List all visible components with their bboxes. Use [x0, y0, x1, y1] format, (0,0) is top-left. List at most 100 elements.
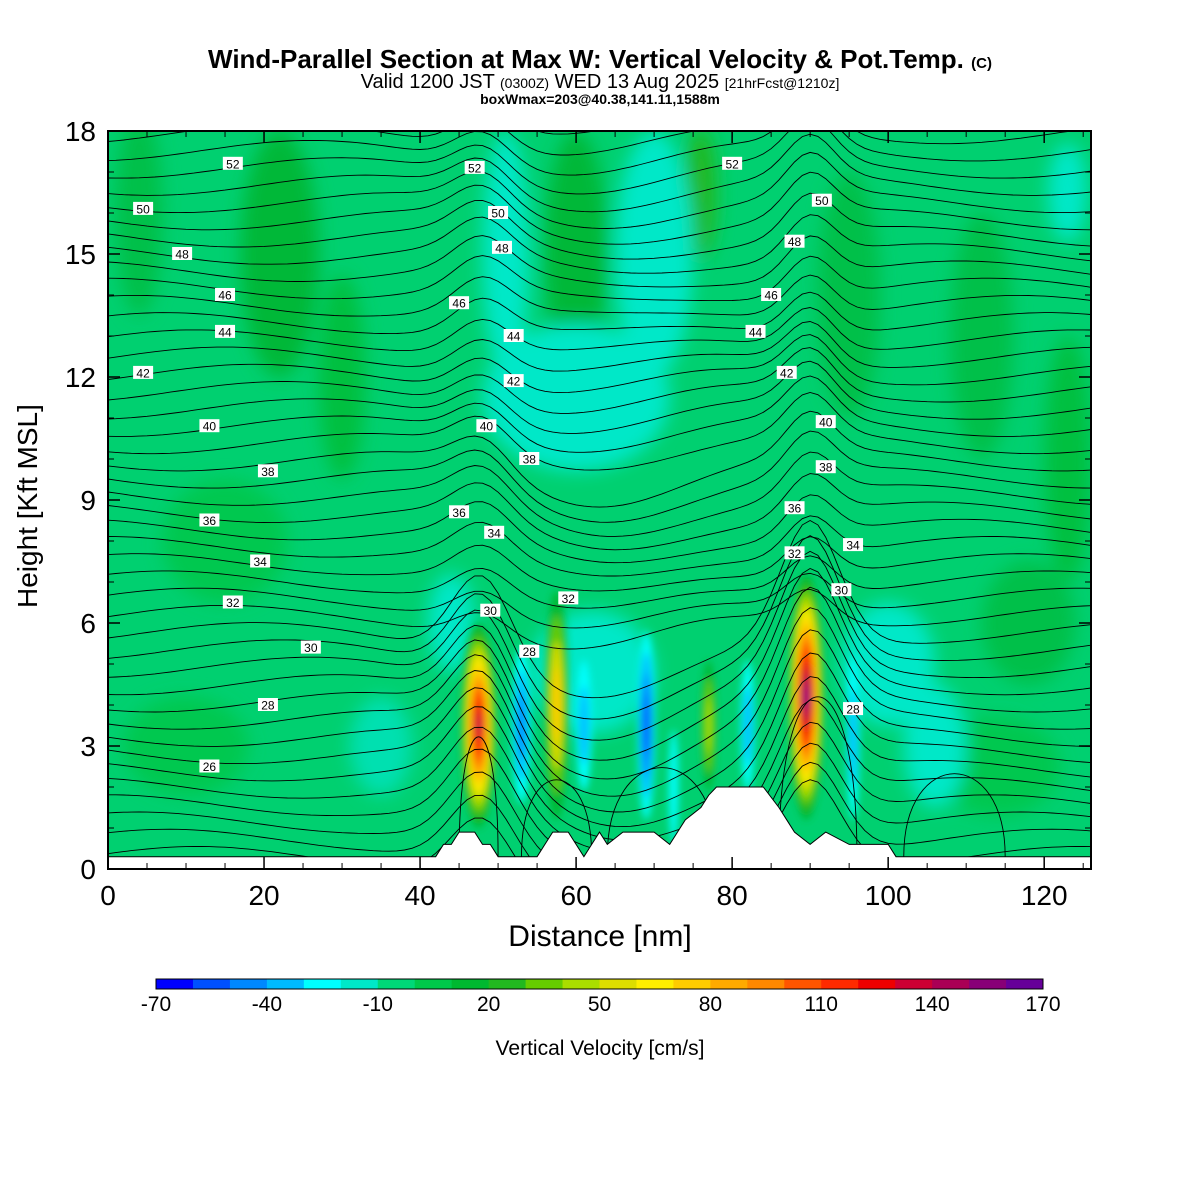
theta-contour [108, 274, 1091, 317]
x-tick-label: 20 [248, 880, 279, 911]
contour-label-text: 46 [764, 289, 778, 303]
contour-label: 38 [519, 452, 540, 467]
contour-label-text: 28 [846, 703, 860, 717]
theta-contour [108, 133, 1091, 213]
colorbar-tick-label: 110 [804, 993, 838, 1016]
colorbar-swatch [1006, 979, 1044, 989]
contour-label-text: 48 [788, 235, 802, 249]
field-region [981, 561, 1076, 685]
contour-label-text: 40 [480, 420, 494, 434]
theta-contour [778, 696, 858, 857]
contour-label-text: 26 [203, 760, 217, 774]
contour-label-bg [199, 513, 220, 527]
field-region [685, 131, 717, 259]
contour-label-text: 52 [725, 157, 739, 171]
contour-label-bg [503, 374, 524, 388]
colorbar-frame [155, 978, 1044, 990]
contour-label-bg [172, 247, 193, 260]
contour-label-text: 36 [203, 514, 217, 528]
contour-label: 42 [503, 374, 524, 389]
contour-label: 48 [784, 234, 805, 249]
contour-label-bg [222, 595, 243, 609]
y-tick-label: 6 [80, 608, 96, 639]
theta-contour [108, 494, 1091, 564]
theta-contour [521, 779, 593, 857]
contour-label-text: 44 [749, 325, 763, 339]
colorbar-swatch [821, 979, 859, 989]
field-cell [668, 729, 679, 845]
chart-title: Wind-Parallel Section at Max W: Vertical… [208, 44, 992, 74]
colorbar-swatch [673, 979, 711, 989]
y-axis-title: Height [Kft MSL] [12, 404, 43, 608]
colorbar-swatch [747, 979, 785, 989]
x-axis-title: Distance [nm] [508, 920, 692, 953]
contour-label-text: 48 [175, 248, 189, 262]
theta-contour [108, 536, 1091, 592]
colorbar-tick-label: -40 [251, 993, 283, 1016]
x-tick-label: 100 [865, 880, 912, 911]
theta-contour [108, 291, 1091, 335]
contour-label-bg [449, 296, 470, 310]
contour-label: 34 [250, 554, 271, 569]
contour-label-bg [815, 415, 836, 429]
contour-label: 52 [222, 156, 243, 171]
contour-label-bg [449, 505, 470, 519]
theta-contour [108, 515, 1091, 577]
contour-label-bg [484, 525, 505, 539]
contour-label-text: 46 [218, 289, 232, 303]
contour-label-bg [843, 538, 864, 552]
x-tick-label: 40 [404, 880, 435, 911]
theta-contour [108, 550, 1091, 741]
contour-label-text: 38 [523, 453, 537, 467]
contour-label-bg [776, 365, 797, 379]
contour-label-bg [480, 603, 501, 617]
contour-label-bg [491, 240, 512, 254]
contour-label-text: 46 [452, 297, 466, 311]
theta-contour [108, 192, 1091, 260]
contour-label-text: 50 [815, 194, 829, 208]
contour-label: 28 [519, 644, 540, 659]
contour-label: 46 [449, 296, 470, 311]
contour-label-bg [133, 201, 154, 215]
contour-label-text: 36 [788, 502, 802, 516]
contour-label: 44 [745, 324, 766, 339]
y-tick-label: 18 [65, 116, 96, 147]
contour-label-bg [215, 288, 236, 301]
contour-label-bg [811, 193, 832, 207]
theta-contour [108, 430, 1091, 523]
updraft-core [477, 716, 481, 735]
contour-label-text: 34 [253, 555, 267, 569]
theta-contour [536, 131, 598, 135]
contour-label: 38 [815, 460, 836, 475]
theta-contour [108, 151, 1091, 229]
theta-contour [458, 736, 499, 857]
valid-time: Valid 1200 JST (0300Z) WED 13 Aug 2025 [… [360, 71, 840, 93]
contour-label-text: 36 [452, 506, 466, 520]
field-cell [643, 694, 650, 757]
contour-label-text: 28 [523, 645, 537, 659]
theta-contour [108, 607, 1091, 797]
contour-label-text: 42 [136, 366, 150, 380]
field-region [162, 479, 288, 603]
contour-label-text: 32 [226, 596, 240, 610]
y-tick-label: 0 [80, 854, 96, 885]
contour-label-bg [476, 419, 497, 433]
contour-label: 40 [199, 419, 220, 434]
contour-label-bg [761, 288, 782, 301]
theta-contour [108, 572, 1091, 629]
contour-label-bg [745, 324, 766, 338]
theta-contour [108, 360, 1091, 434]
field-region [903, 684, 967, 808]
field-region [615, 131, 694, 377]
contour-label-bg [831, 583, 852, 597]
theta-contour [903, 773, 1006, 857]
contour-label: 50 [133, 201, 154, 216]
contour-label-bg [464, 160, 485, 174]
colorbar-tick-label: -10 [362, 993, 393, 1016]
theta-contour [108, 307, 1091, 352]
field-cell [552, 666, 561, 744]
contour-label-bg [300, 640, 321, 654]
y-tick-label: 9 [80, 485, 96, 516]
theta-contour [108, 451, 1091, 537]
